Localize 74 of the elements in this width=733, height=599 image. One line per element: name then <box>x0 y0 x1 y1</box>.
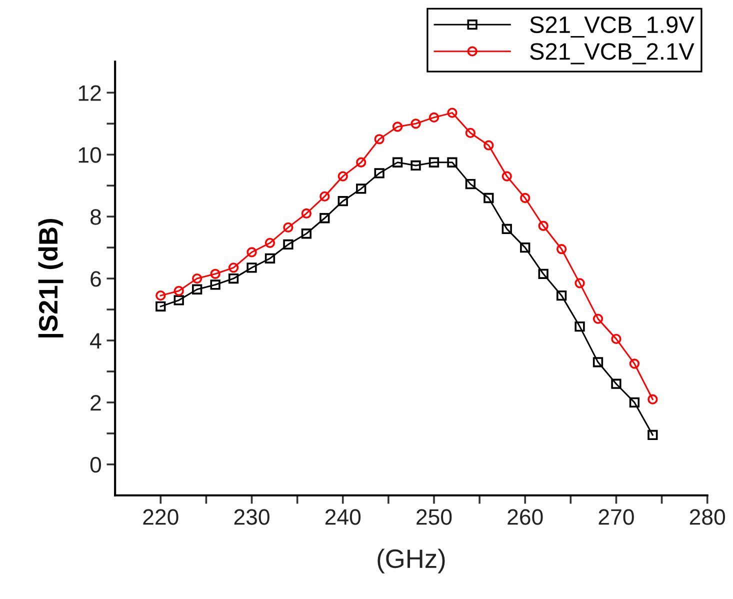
point <box>192 284 202 294</box>
legend-label: S21_VCB_1.9V <box>530 16 694 38</box>
point <box>556 244 567 254</box>
point <box>484 140 494 150</box>
y-tick-label: 8 <box>90 209 101 225</box>
point <box>356 184 366 194</box>
point <box>374 168 384 178</box>
x-axis-title: (GHz) <box>378 548 445 574</box>
point <box>502 224 512 234</box>
point <box>611 378 622 389</box>
point <box>648 394 658 404</box>
point <box>174 295 184 306</box>
y-tick-label: 6 <box>90 271 101 287</box>
point <box>228 273 239 284</box>
point <box>520 242 530 253</box>
point <box>611 334 622 344</box>
point <box>629 397 640 408</box>
y-tick-label: 12 <box>78 85 101 101</box>
point <box>338 171 348 182</box>
point <box>410 118 421 129</box>
point <box>629 358 640 369</box>
point <box>156 301 166 312</box>
point <box>228 262 239 273</box>
point <box>301 208 312 219</box>
point <box>264 253 276 264</box>
point <box>538 220 548 231</box>
point <box>574 321 585 332</box>
point <box>210 268 220 279</box>
x-tick-label: 240 <box>325 509 361 525</box>
x-tick-label: 270 <box>598 509 634 525</box>
x-tick-label: 280 <box>690 509 726 525</box>
point <box>592 357 604 368</box>
point <box>283 239 294 250</box>
point <box>538 268 548 279</box>
point <box>301 228 312 239</box>
x-tick-label: 220 <box>143 509 178 525</box>
point <box>356 157 366 168</box>
x-tick-label: 230 <box>234 509 270 525</box>
point <box>520 192 530 204</box>
point <box>338 196 348 206</box>
x-tick-label: 250 <box>416 509 452 525</box>
point <box>574 278 585 288</box>
point <box>264 238 276 248</box>
legend-label: S21_VCB_2.1V <box>530 43 694 64</box>
point <box>156 290 166 301</box>
x-tick-label: 260 <box>508 509 543 525</box>
y-tick-label: 10 <box>78 147 102 163</box>
point <box>484 192 494 204</box>
point <box>320 191 330 202</box>
point <box>502 171 512 182</box>
point <box>283 222 294 232</box>
y-tick-label: 2 <box>90 394 101 410</box>
point <box>410 160 421 171</box>
y-axis-title: |S21| (dB) <box>38 218 64 338</box>
point <box>246 247 257 258</box>
point <box>210 280 220 290</box>
point <box>447 157 458 168</box>
point <box>465 178 476 190</box>
point <box>374 134 384 144</box>
y-tick-label: 0 <box>90 456 102 473</box>
y-tick-label: 4 <box>90 333 102 349</box>
point <box>174 286 184 296</box>
point <box>192 273 202 284</box>
point <box>428 157 440 168</box>
point <box>392 157 403 168</box>
point <box>320 213 330 224</box>
point <box>556 290 567 301</box>
point <box>246 262 257 273</box>
point <box>648 430 658 440</box>
point <box>592 314 604 324</box>
point <box>428 112 440 123</box>
point <box>447 108 458 118</box>
point <box>392 122 403 132</box>
point <box>465 128 476 138</box>
